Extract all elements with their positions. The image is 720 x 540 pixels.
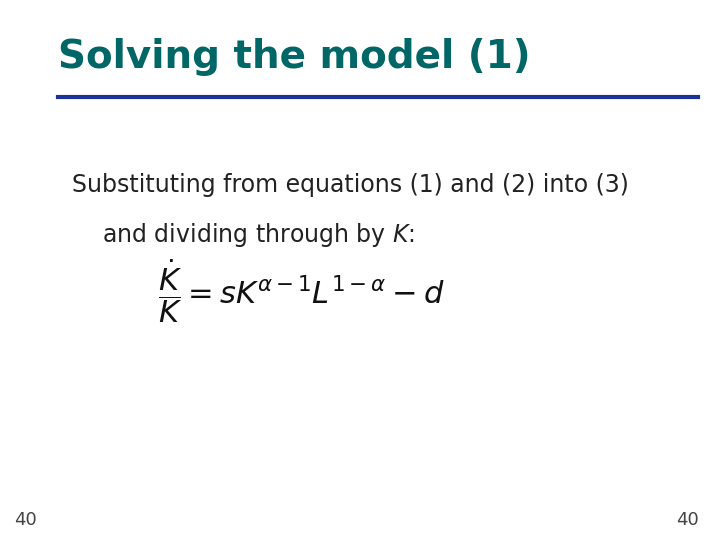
Text: 40: 40 (675, 511, 698, 529)
Text: 40: 40 (14, 511, 37, 529)
Text: Substituting from equations (1) and (2) into (3): Substituting from equations (1) and (2) … (72, 173, 629, 197)
Text: Solving the model (1): Solving the model (1) (58, 38, 530, 76)
Text: $\dfrac{\dot{K}}{K} = sK^{\alpha-1}L^{1-\alpha} - d$: $\dfrac{\dot{K}}{K} = sK^{\alpha-1}L^{1-… (158, 258, 445, 325)
Text: and dividing through by $K$:: and dividing through by $K$: (72, 221, 415, 249)
